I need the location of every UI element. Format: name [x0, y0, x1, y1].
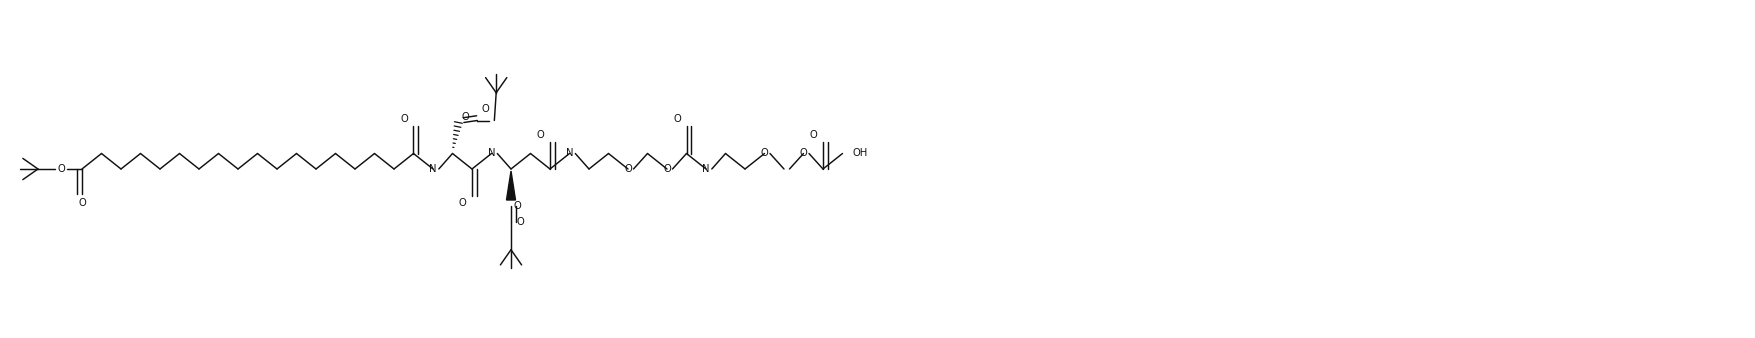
Text: O: O [809, 129, 818, 140]
Text: O: O [481, 104, 490, 115]
Text: O: O [799, 148, 807, 159]
Text: O: O [537, 129, 544, 140]
Polygon shape [505, 171, 516, 200]
Text: N: N [428, 164, 437, 174]
Text: O: O [462, 112, 469, 121]
Text: O: O [516, 217, 525, 227]
Text: O: O [58, 164, 65, 174]
Text: O: O [400, 114, 407, 124]
Text: O: O [79, 198, 86, 209]
Text: O: O [623, 164, 632, 174]
Text: O: O [514, 201, 521, 211]
Text: O: O [672, 114, 681, 124]
Text: O: O [760, 148, 769, 159]
Text: N: N [488, 148, 495, 159]
Text: OH: OH [851, 148, 867, 159]
Text: O: O [663, 164, 670, 174]
Text: N: N [702, 164, 709, 174]
Text: N: N [565, 148, 572, 159]
Text: O: O [458, 198, 467, 209]
